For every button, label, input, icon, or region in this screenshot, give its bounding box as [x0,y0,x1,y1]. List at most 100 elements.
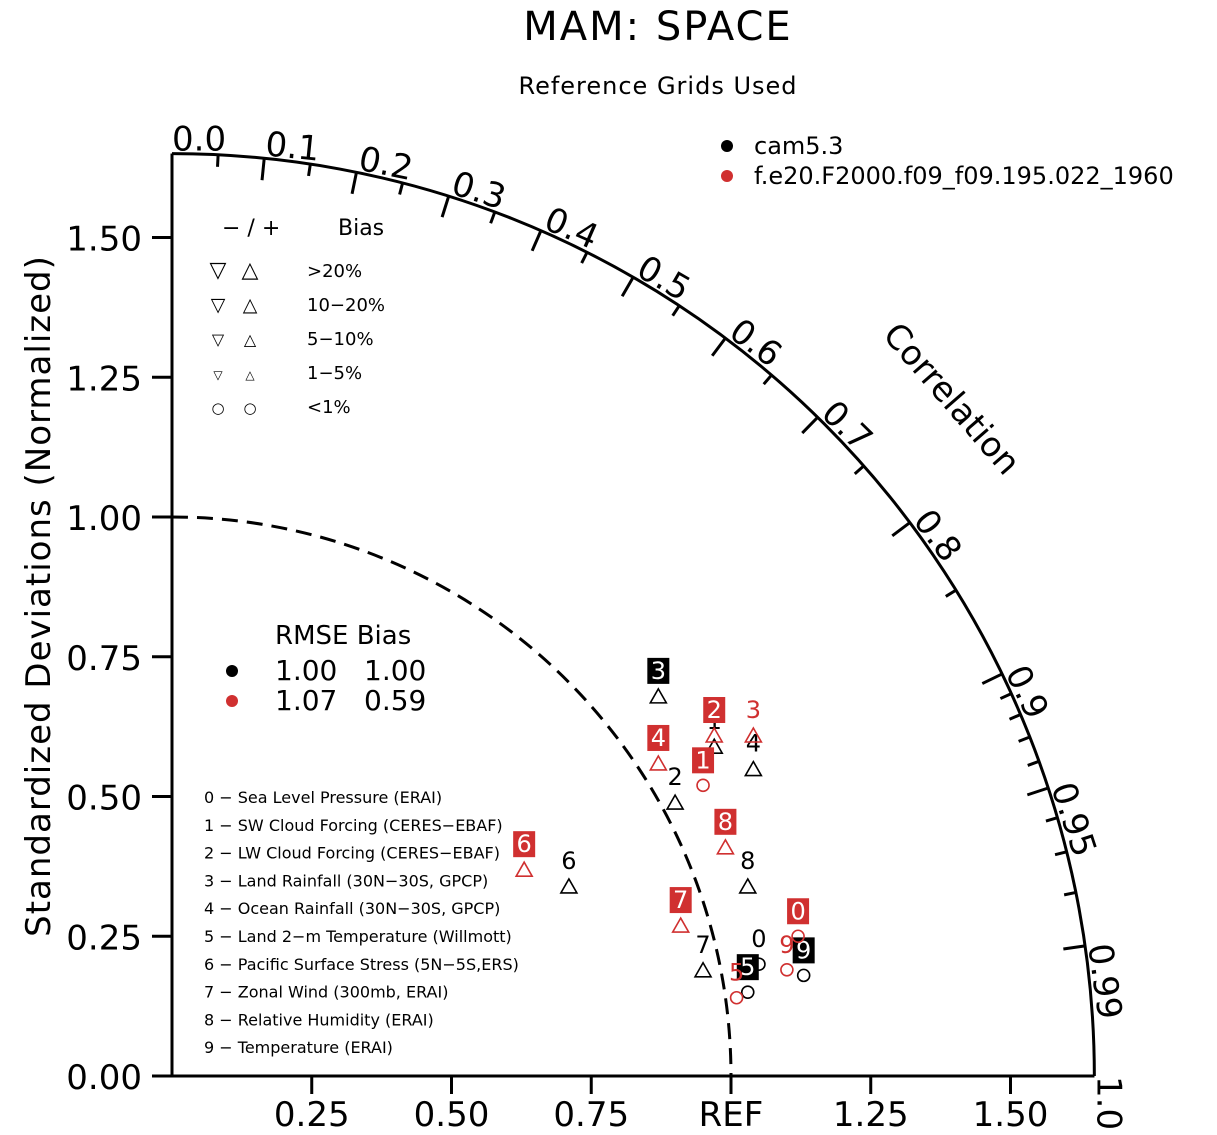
y-tick-label: 1.50 [66,220,142,260]
point-id-label: 2 [707,696,722,724]
variable-label: 6 − Pacific Surface Stress (5N−5S,ERS) [204,955,519,974]
point-id-label: 2 [667,763,682,791]
bias-key-neg-symbol: ▽ [213,368,223,382]
correlation-minor-tick [580,251,589,264]
bias-key-neg-symbol: ▽ [211,294,226,316]
variable-label: 8 − Relative Humidity (ERAI) [204,1010,434,1029]
bias-key-label: <1% [307,397,351,418]
correlation-minor-tick [216,154,220,167]
legend-label: cam5.3 [754,132,843,160]
correlation-minor-tick [1054,850,1068,857]
point-id-box [792,937,815,964]
correlation-axis-label: Correlation [875,315,1028,483]
y-tick-label: 0.75 [66,639,142,679]
correlation-tick-label: 0.2 [355,139,416,189]
point-id-label: 4 [746,730,761,758]
correlation-minor-tick [1027,759,1040,767]
point-id-box [692,747,715,774]
bias-key-label: >20% [307,261,362,282]
x-tick-label: 0.50 [414,1095,490,1135]
point-marker-triangle [671,916,691,933]
point-id-label: 7 [695,931,710,959]
point-id-label: 8 [740,847,755,875]
data-points: 01234567890123456789 [513,657,815,1005]
variable-label: 3 − Land Rainfall (30N−30S, GPCP) [204,871,488,890]
rmse-table-header: RMSE Bias [275,621,411,651]
bias-key-pos-symbol: ○ [243,399,256,417]
point-id-box [647,724,670,751]
correlation-minor-tick [1045,816,1058,823]
point-marker-triangle [648,754,668,771]
x-tick-label: 0.75 [553,1095,629,1135]
reference-arc [171,515,733,1077]
variable-label: 9 − Temperature (ERAI) [204,1038,393,1057]
bias-key-neg-symbol: ▽ [210,258,227,283]
y-tick-label: 1.00 [66,499,142,539]
point-marker-circle [796,968,811,983]
bias-key-pos-symbol: △ [244,330,257,349]
point-marker-circle [696,778,710,793]
variable-label: 4 − Ocean Rainfall (30N−30S, GPCP) [204,899,500,918]
correlation-tick-label: 0.9 [997,659,1057,725]
point-id-label: 9 [796,936,811,964]
correlation-minor-tick [489,211,497,224]
bias-key-pos-symbol: △ [242,258,259,283]
point-id-label: 1 [695,746,710,774]
x-tick-label: 1.25 [833,1095,909,1135]
bias-key-neg-symbol: ○ [211,399,224,417]
correlation-tick [711,337,727,357]
bias-value: 1.00 [364,654,426,687]
rmse-row-marker [226,695,238,707]
correlation-minor-tick [999,692,1012,700]
correlation-tick [1026,786,1049,797]
point-marker-circle [729,990,744,1005]
correlation-tick [440,195,451,218]
chart-subtitle: Reference Grids Used [518,72,797,100]
correlation-tick [620,276,635,298]
point-marker-triangle [738,877,758,894]
point-marker-triangle [716,838,735,855]
point-id-label: 5 [729,959,744,987]
point-marker-triangle [743,759,763,777]
legend-marker [721,140,733,152]
bias-key-header: Bias [338,216,384,241]
point-id-box [647,657,670,684]
point-id-label: 3 [746,696,761,724]
correlation-minor-tick [671,304,681,317]
correlation-tick-label: 0.0 [172,120,226,160]
correlation-minor-tick [945,588,957,598]
point-marker-triangle [514,860,534,877]
variable-label: 7 − Zonal Wind (300mb, ERAI) [204,983,448,1002]
point-id-label: 4 [651,724,666,752]
correlation-tick-label: 1.0 [1088,1076,1128,1130]
point-marker-triangle [665,793,685,810]
point-marker-circle [780,962,794,977]
bias-value: 0.59 [364,684,426,717]
point-marker-triangle [559,877,579,894]
bias-key-neg-symbol: ▽ [212,330,225,349]
correlation-tick-label: 0.3 [447,164,511,218]
point-id-box [714,808,737,835]
bias-key-label: 5−10% [307,329,374,350]
correlation-minor-tick [853,464,865,475]
point-id-label: 0 [751,925,766,953]
correlation-tick-label: 0.4 [539,200,605,258]
point-marker-triangle [648,687,668,704]
bias-key-signs: − / + [222,216,280,241]
correlation-minor-tick [1018,735,1031,743]
correlation-minor-tick [1008,713,1022,721]
x-tick-label: 1.50 [973,1095,1049,1135]
legend-label: f.e20.F2000.f09_f09.195.022_1960 [754,162,1174,190]
y-tick-label: 1.25 [66,359,142,399]
correlation-tick-label: 0.99 [1079,941,1129,1022]
outer-arc [171,152,1096,1077]
correlation-tick [350,171,358,195]
point-id-label: 3 [651,657,666,685]
variable-label: 0 − Sea Level Pressure (ERAI) [204,788,442,807]
point-id-box [703,697,726,724]
correlation-tick-label: 0.6 [722,311,789,375]
